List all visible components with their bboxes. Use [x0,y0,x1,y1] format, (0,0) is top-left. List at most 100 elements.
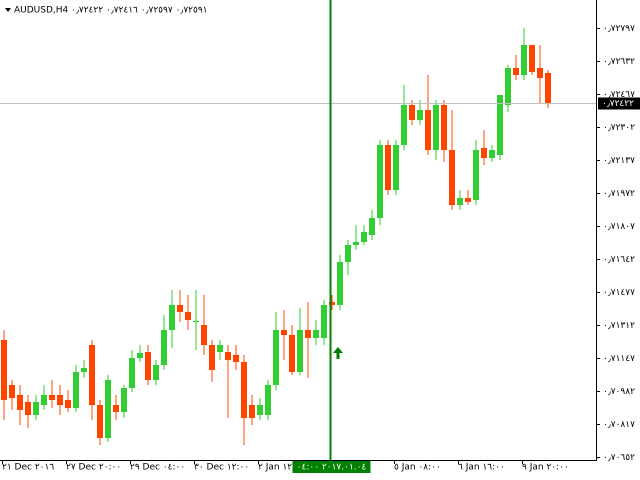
y-tick-label: ٠٫٧١٤٧٧ [603,288,635,298]
candle-body [121,388,127,412]
candle-body [361,232,367,242]
y-tick-label: ٠٫٧٢٧٩٧ [603,24,635,34]
candle-body [433,105,439,150]
candle-body [305,330,311,338]
candle-body [489,150,495,158]
candle-body [457,198,463,205]
x-tick-label: ٢ Jan ١٢:٠٠ [258,463,305,473]
candle-body [113,405,119,412]
candle-body [321,305,327,338]
candle-body [249,405,255,418]
candle-body [73,372,79,408]
candle-body [137,353,143,358]
candle-body [209,345,215,370]
candle-body [57,395,63,405]
candle-body [529,45,535,72]
candle-body [369,218,375,235]
candle-body [497,95,503,155]
candle-body [281,330,287,335]
last-price-box [598,97,640,110]
candle-body [401,105,407,145]
y-tick-label: ٠٫٧١٨٠٧ [603,222,635,232]
candle-body [145,352,151,380]
x-tick-label: ٣٠ Dec ١٢:٠٠ [194,463,249,473]
candle-body [449,150,455,205]
x-tick-label: ٦ Jan ١٦:٠٠ [458,463,505,473]
candle-body [329,302,335,305]
candle-body [273,330,279,385]
candle-body [537,68,543,78]
candle-body [129,358,135,388]
candle-body [105,380,111,438]
candle-body [441,105,447,150]
candle-body [225,352,231,360]
candle-body [353,242,359,245]
candle-body [473,150,479,200]
x-tick-label: ٩ Jan ٢٠:٠٠ [522,463,569,473]
y-tick-label: ٠٫٧٠٩٨٢ [603,387,635,397]
candle-body [345,245,351,262]
crosshair-time-box [292,461,371,473]
x-tick-label: ٢٩ Dec ٠٤:٠٠ [130,463,185,473]
candle-body [81,368,87,372]
y-tick-label: ٠٫٧٢٤٦٧ [603,90,635,100]
y-tick-label: ٠٫٧٢٦٣٢ [603,57,635,67]
last-price-label: ٠٫٧٢٤٢٢ [602,99,634,109]
candle-body [521,45,527,75]
candle-body [201,325,207,345]
y-tick-label: ٠٫٧١٩٧٢ [603,189,635,199]
candle-body [465,198,471,202]
y-tick-label: ٠٫٧١٣١٢ [603,321,635,331]
candle-body [161,330,167,365]
candle-body [89,345,95,405]
candles [1,28,551,445]
x-tick-label: ٢٧ Dec ٢٠:٠٠ [66,463,121,473]
candle-body [297,330,303,372]
candle-body [33,402,39,415]
candle-body [49,395,55,400]
candle-body [385,145,391,190]
candle-body [545,73,551,103]
candle-body [1,340,7,400]
candle-body [513,68,519,75]
candle-body [9,385,15,398]
candle-body [425,110,431,150]
candle-body [217,345,223,352]
crosshair-time-label: ٢٠١٧.٠١.٠٤ ٠٤:٠٠ [297,463,367,473]
candle-body [393,145,399,190]
candle-body [177,305,183,312]
menu-triangle[interactable] [5,8,11,12]
candle-body [97,405,103,438]
candle-body [233,355,239,362]
candle-body [409,105,415,120]
candle-body [241,362,247,418]
candle-body [257,405,263,415]
y-tick-label: ٠٫٧٢١٣٧ [603,156,635,166]
chart-title: AUDUSD,H4 ٠٫٧٢٥٩١ ٠٫٧٢٥٩٧ ٠٫٧٢٤١٦ ٠٫٧٢٤٢… [14,6,208,16]
y-tick-label: ٠٫٧٠٨١٧ [603,420,635,430]
up-arrow [333,347,343,359]
candle-body [185,312,191,320]
y-tick-label: ٠٫٧٢٣٠٢ [603,123,635,133]
candle-body [153,365,159,380]
x-tick-label: ٥ Jan ٠٨:٠٠ [394,463,441,473]
candle-body [25,402,31,415]
candle-body [65,400,71,408]
candle-body [41,395,47,405]
y-tick-label: ٠٫٧٠٦٥٢ [603,453,635,463]
x-tick-label: ٢١ Dec ٢٠١٦ [2,463,54,473]
candle-body [169,305,175,330]
candle-body [505,68,511,105]
candle-body [417,110,423,120]
y-tick-label: ٠٫٧١١٤٧ [603,354,635,364]
candle-body [481,148,487,158]
candle-body [193,321,199,322]
candle-body [265,385,271,415]
candle-body [313,330,319,338]
candle-body [17,395,23,410]
candle-body [377,145,383,218]
y-tick-label: ٠٫٧١٦٤٢ [603,255,635,265]
candle-body [289,335,295,372]
